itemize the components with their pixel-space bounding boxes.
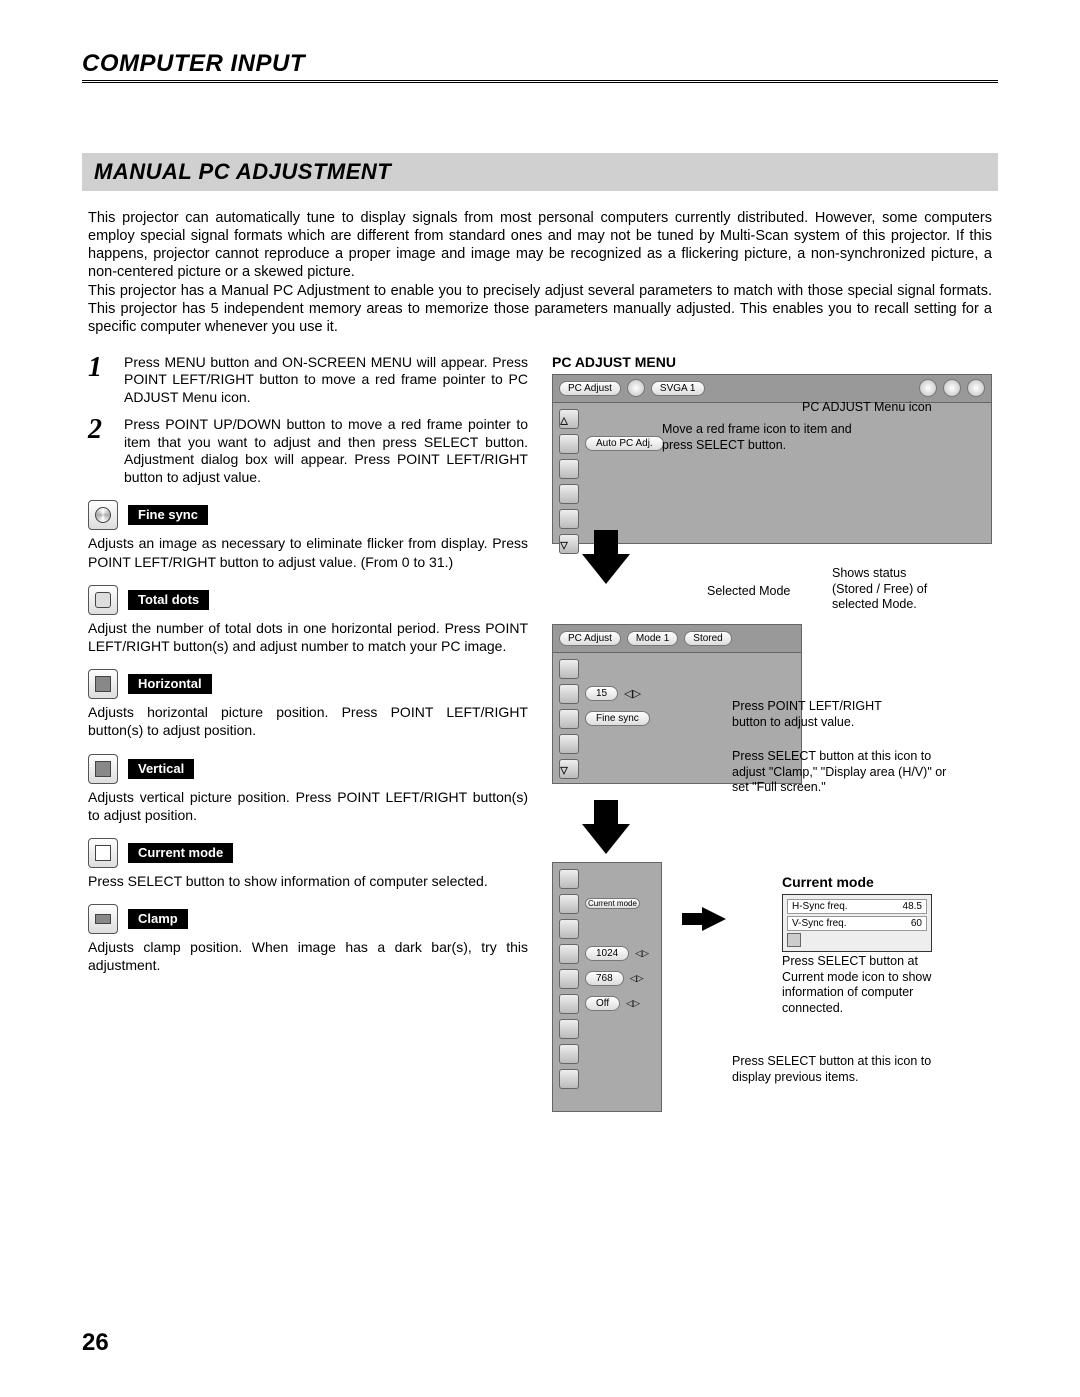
mode-icon: [627, 379, 645, 397]
caption-status: Shows status (Stored / Free) of selected…: [832, 566, 942, 613]
menu-item-icon: [559, 434, 579, 454]
current-mode-icon: [88, 838, 118, 868]
current-mode-heading: Current mode: [782, 874, 874, 890]
caption-lr: Press POINT LEFT/RIGHT button to adjust …: [732, 699, 902, 730]
adj-vertical: Vertical Adjusts vertical picture positi…: [88, 754, 528, 824]
page-number: 26: [82, 1329, 109, 1357]
arrow-up-icon: ▵: [559, 409, 579, 429]
menu-item-icon: [559, 1019, 579, 1039]
step-text: Press MENU button and ON-SCREEN MENU wil…: [124, 354, 528, 407]
menu3-current: Current mode: [585, 898, 640, 909]
step-1: 1 Press MENU button and ON-SCREEN MENU w…: [88, 354, 528, 407]
arrow-down-icon: ▿: [559, 759, 579, 779]
vertical-icon: [88, 754, 118, 784]
close-icon: [787, 933, 801, 947]
adj-label: Total dots: [128, 590, 209, 610]
adj-clamp: Clamp Adjusts clamp position. When image…: [88, 904, 528, 974]
right-column: PC ADJUST MENU PC Adjust SVGA 1 ▵ Auto P…: [552, 354, 992, 1122]
menu-item-icon: [559, 994, 579, 1014]
down-arrow-icon: [582, 554, 630, 584]
adj-desc: Adjusts clamp position. When image has a…: [88, 938, 528, 974]
adj-desc: Press SELECT button to show information …: [88, 872, 528, 890]
menu-item-icon: [559, 1069, 579, 1089]
horizontal-icon: [88, 669, 118, 699]
adj-desc: Adjusts an image as necessary to elimina…: [88, 534, 528, 570]
adj-label: Horizontal: [128, 674, 212, 694]
step-number: 2: [88, 416, 110, 486]
adj-label: Current mode: [128, 843, 233, 863]
vsync-val: 60: [911, 918, 922, 929]
step-text: Press POINT UP/DOWN button to move a red…: [124, 416, 528, 486]
menu-item-icon: [559, 894, 579, 914]
menu-icon: [943, 379, 961, 397]
left-column: 1 Press MENU button and ON-SCREEN MENU w…: [88, 354, 528, 1122]
menu-icon: [967, 379, 985, 397]
down-arrow-icon: [582, 824, 630, 854]
menu-item-icon: [559, 869, 579, 889]
pc-adjust-heading: PC ADJUST MENU: [552, 354, 992, 370]
step-number: 1: [88, 354, 110, 407]
adj-label: Fine sync: [128, 505, 208, 525]
menu3-val3: Off: [585, 996, 620, 1011]
menu-item-icon: [559, 659, 579, 679]
intro-paragraph: This projector can automatically tune to…: [88, 209, 992, 336]
caption-menu-icon: PC ADJUST Menu icon: [802, 400, 932, 416]
adj-current-mode: Current mode Press SELECT button to show…: [88, 838, 528, 890]
total-dots-icon: [88, 585, 118, 615]
adj-fine-sync: Fine sync Adjusts an image as necessary …: [88, 500, 528, 570]
arrow-down-icon: ▿: [559, 534, 579, 554]
menu-item-icon: [559, 484, 579, 504]
caption-selected-mode: Selected Mode: [707, 584, 790, 600]
menu-icon: [919, 379, 937, 397]
menu3-val1: 1024: [585, 946, 629, 961]
subsection-title: MANUAL PC ADJUSTMENT: [94, 159, 986, 185]
menu-item-icon: [559, 509, 579, 529]
caption-clamp: Press SELECT button at this icon to adju…: [732, 749, 952, 796]
right-arrow-icon: [702, 907, 726, 931]
menu-item-icon: [559, 684, 579, 704]
caption-prev: Press SELECT button at this icon to disp…: [732, 1054, 932, 1085]
menu2-title: PC Adjust: [559, 631, 621, 646]
vsync-label: V-Sync freq.: [792, 918, 846, 929]
menu1-title: PC Adjust: [559, 381, 621, 396]
adj-label: Clamp: [128, 909, 188, 929]
menu3-val2: 768: [585, 971, 624, 986]
menu-item-icon: [559, 944, 579, 964]
hsync-val: 48.5: [903, 901, 922, 912]
menu-item-icon: [559, 734, 579, 754]
menu-item-icon: [559, 709, 579, 729]
section-title: COMPUTER INPUT: [82, 50, 998, 78]
menu-item-icon: [559, 969, 579, 989]
fine-sync-icon: [88, 500, 118, 530]
adj-desc: Adjusts vertical picture position. Press…: [88, 788, 528, 824]
hsync-label: H-Sync freq.: [792, 901, 848, 912]
caption-move: Move a red frame icon to item and press …: [662, 422, 862, 453]
adj-label: Vertical: [128, 759, 194, 779]
section-header: COMPUTER INPUT: [82, 50, 998, 83]
adj-horizontal: Horizontal Adjusts horizontal picture po…: [88, 669, 528, 739]
adj-desc: Adjust the number of total dots in one h…: [88, 619, 528, 655]
menu-item-icon: [559, 459, 579, 479]
menu2-value: 15: [585, 686, 618, 701]
menu-item-icon: [559, 919, 579, 939]
menu-panel-3: Current mode 1024◁▷ 768◁▷ Off◁▷: [552, 862, 662, 1112]
menu-item-icon: [559, 1044, 579, 1064]
adj-desc: Adjusts horizontal picture position. Pre…: [88, 703, 528, 739]
menu2-status: Stored: [684, 631, 731, 646]
menu1-auto: Auto PC Adj.: [585, 436, 664, 451]
step-2: 2 Press POINT UP/DOWN button to move a r…: [88, 416, 528, 486]
clamp-icon: [88, 904, 118, 934]
menu2-item: Fine sync: [585, 711, 650, 726]
current-mode-info: H-Sync freq. 48.5 V-Sync freq. 60: [782, 894, 932, 952]
subsection-title-bar: MANUAL PC ADJUSTMENT: [82, 153, 998, 191]
adj-total-dots: Total dots Adjust the number of total do…: [88, 585, 528, 655]
menu1-mode: SVGA 1: [651, 381, 705, 396]
caption-info: Press SELECT button at Current mode icon…: [782, 954, 952, 1017]
menu2-mode: Mode 1: [627, 631, 678, 646]
